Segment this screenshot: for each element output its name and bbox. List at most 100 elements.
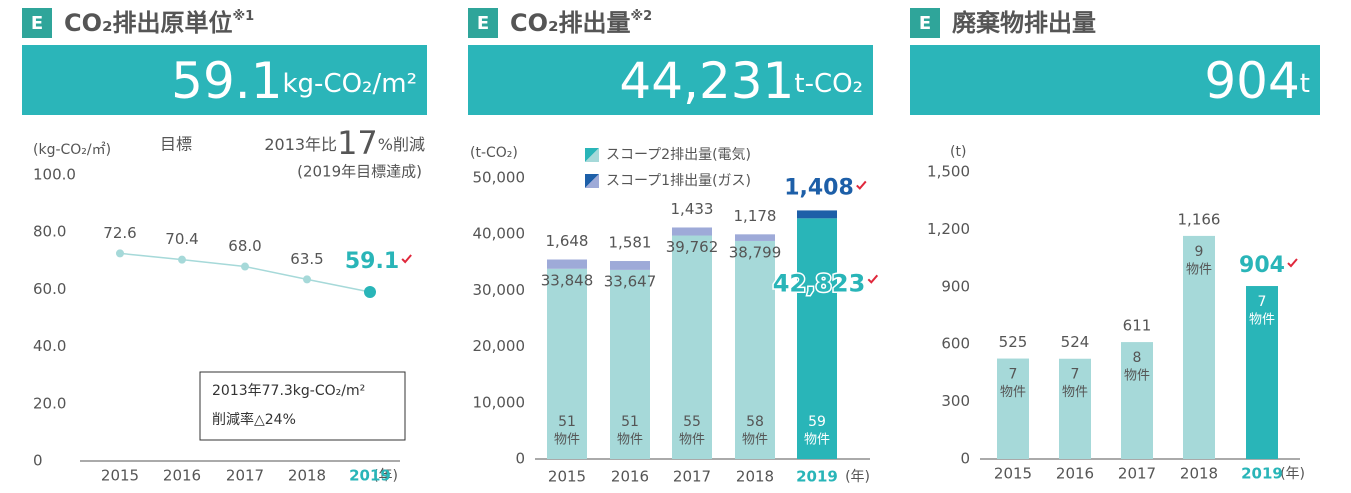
headline-unit: kg-CO₂/m² — [283, 69, 418, 99]
marker — [303, 275, 311, 284]
y-tick-label: 900 — [941, 277, 970, 295]
count-unit: 物件 — [1249, 313, 1275, 328]
value-label: 611 — [1123, 317, 1152, 335]
count-unit: 物件 — [679, 433, 705, 448]
badge — [22, 8, 52, 38]
y-tick-label: 1,500 — [927, 163, 970, 181]
count-label: 7 — [1258, 294, 1267, 310]
panel-title: 廃棄物排出量 — [952, 9, 1096, 37]
value-label: 33,647 — [604, 272, 657, 290]
legend-label: スコープ1排出量(ガス) — [606, 173, 751, 189]
value-label: 59.1 — [345, 249, 399, 274]
target-value: 17 — [337, 124, 378, 162]
check-mark — [401, 254, 412, 264]
bar-segment — [547, 259, 587, 269]
bar-segment — [672, 227, 712, 236]
target-text: 2013年比17%削減 — [264, 124, 425, 162]
bar-segment — [797, 210, 837, 219]
headline-value: 59.1 — [171, 52, 282, 110]
bar-segment — [735, 234, 775, 241]
count-unit: 物件 — [554, 433, 580, 448]
marker — [364, 285, 376, 298]
value-label: 1,178 — [734, 207, 777, 225]
y-tick-label: 40.0 — [33, 337, 66, 355]
x-tick-label: 2016 — [1056, 465, 1094, 483]
marker — [116, 249, 124, 258]
headline-unit: t — [1300, 69, 1310, 99]
legend-label: スコープ2排出量(電気) — [606, 147, 751, 163]
count-label: 9 — [1195, 244, 1204, 260]
annotation-line: 2013年77.3kg-CO₂/m² — [212, 383, 365, 399]
target-suffix: %削減 — [378, 135, 425, 154]
headline: 44,231t-CO₂ — [619, 52, 863, 110]
x-unit: (年) — [1280, 466, 1305, 482]
marker — [241, 262, 249, 271]
y-tick-label: 0 — [960, 450, 970, 468]
bar — [1121, 342, 1153, 459]
count-label: 51 — [558, 414, 576, 430]
x-unit: (年) — [845, 469, 870, 485]
badge-label: E — [31, 13, 43, 34]
target-note: (2019年目標達成) — [297, 163, 422, 181]
x-tick-label: 2018 — [1180, 465, 1218, 483]
value-label: 39,762 — [666, 238, 719, 256]
y-tick-label: 40,000 — [473, 225, 526, 243]
value-label: 904 — [1239, 253, 1285, 278]
badge-label: E — [477, 13, 489, 34]
y-tick-label: 30,000 — [473, 281, 526, 299]
x-tick-label: 2016 — [611, 468, 649, 486]
bar-segment — [610, 269, 650, 459]
headline: 59.1kg-CO₂/m² — [171, 52, 417, 110]
value-label: 70.4 — [165, 230, 198, 248]
headline-value: 904 — [1204, 52, 1299, 110]
target-label: 目標 — [160, 135, 192, 154]
badge-label: E — [919, 13, 931, 34]
bar — [1059, 358, 1091, 459]
y-tick-label: 20,000 — [473, 337, 526, 355]
bar-segment — [547, 268, 587, 459]
y-axis-label: (kg-CO₂/㎡) — [33, 142, 111, 158]
value-label: 1,648 — [546, 232, 589, 250]
legend-swatch — [585, 174, 599, 188]
y-tick-label: 60.0 — [33, 280, 66, 298]
panel-title: CO₂排出原単位※1 — [64, 9, 254, 38]
count-unit: 物件 — [1124, 369, 1150, 384]
badge — [910, 8, 940, 38]
x-unit: (年) — [373, 468, 398, 484]
title-text: CO₂排出量 — [510, 9, 631, 37]
value-label: 33,848 — [541, 271, 594, 289]
marker — [178, 255, 186, 264]
bar — [997, 358, 1029, 459]
x-tick-label: 2017 — [673, 468, 711, 486]
x-tick-label: 2019 — [1241, 465, 1283, 483]
count-unit: 物件 — [742, 433, 768, 448]
count-label: 51 — [621, 414, 639, 430]
check-mark — [1287, 258, 1298, 268]
headline: 904t — [1204, 52, 1310, 110]
x-tick-label: 2018 — [288, 467, 326, 485]
title-text: CO₂排出原単位 — [64, 9, 233, 37]
count-label: 58 — [746, 414, 764, 430]
check-mark — [867, 274, 879, 284]
x-tick-label: 2015 — [101, 467, 139, 485]
count-label: 7 — [1009, 367, 1018, 383]
value-label: 1,408 — [784, 175, 854, 200]
count-label: 59 — [808, 414, 826, 430]
annotation-box — [199, 371, 406, 441]
badge — [468, 8, 498, 38]
check-mark — [856, 180, 867, 190]
y-axis-label: (t-CO₂) — [470, 145, 518, 161]
count-unit: 物件 — [1000, 385, 1026, 400]
count-unit: 物件 — [804, 433, 830, 448]
line — [119, 252, 371, 293]
legend-swatch — [585, 148, 599, 162]
bar — [1183, 235, 1215, 459]
y-tick-label: 100.0 — [33, 166, 76, 184]
count-unit: 物件 — [1186, 262, 1212, 277]
bar-segment — [797, 218, 837, 459]
x-tick-label: 2019 — [796, 468, 838, 486]
count-unit: 物件 — [617, 433, 643, 448]
x-tick-label: 2017 — [226, 467, 264, 485]
value-label: 72.6 — [103, 224, 136, 242]
x-tick-label: 2016 — [163, 467, 201, 485]
